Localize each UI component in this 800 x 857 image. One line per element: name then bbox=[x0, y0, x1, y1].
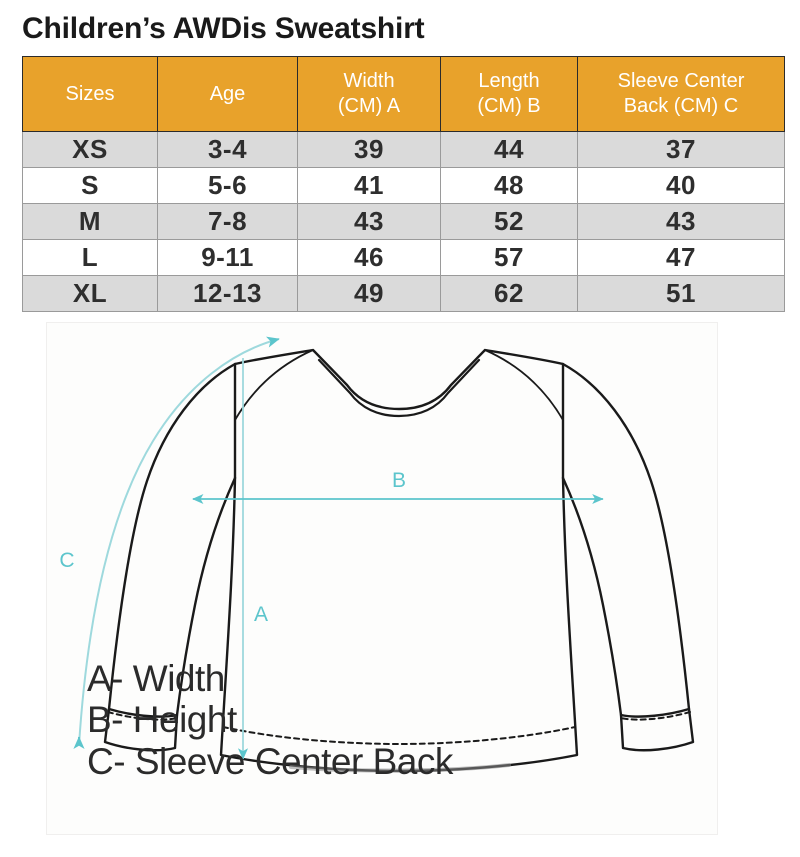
cell-size: M bbox=[22, 203, 158, 240]
left-sleeve-outer-path bbox=[107, 362, 237, 711]
column-header-sleeve-line1: Sleeve Center bbox=[617, 70, 745, 92]
cell-length: 48 bbox=[440, 167, 578, 204]
column-header-sizes: Sizes bbox=[22, 56, 158, 132]
cell-size: S bbox=[22, 167, 158, 204]
table-row: XS 3-4 39 44 37 bbox=[22, 131, 785, 168]
cell-width: 39 bbox=[297, 131, 441, 168]
column-header-sleeve-line2: Back (CM) C bbox=[623, 95, 739, 117]
left-cuff-path bbox=[103, 707, 179, 752]
table-row: XL 12-13 49 62 51 bbox=[22, 275, 785, 312]
column-header-length-line2: (CM) B bbox=[477, 95, 541, 117]
column-header-width: Width (CM) A bbox=[297, 56, 441, 132]
cell-width: 41 bbox=[297, 167, 441, 204]
hem-stitch-path bbox=[222, 726, 576, 746]
column-header-age-line1: Age bbox=[209, 82, 246, 105]
size-chart-table: Sizes Age Width (CM) A Length (CM) B Sle… bbox=[22, 56, 785, 312]
cell-sleeve: 47 bbox=[577, 239, 785, 276]
cell-size: XL bbox=[22, 275, 158, 312]
table-row: S 5-6 41 48 40 bbox=[22, 167, 785, 204]
right-sleeve-outer-path bbox=[561, 362, 691, 711]
measurement-annotations-group: C A B bbox=[59, 336, 604, 760]
cell-age: 12-13 bbox=[157, 275, 298, 312]
column-header-length-line1: Length bbox=[478, 70, 540, 92]
garment-outline-group bbox=[103, 348, 695, 773]
cell-length: 57 bbox=[440, 239, 578, 276]
hem-shadow-path bbox=[289, 763, 511, 773]
cell-sleeve: 37 bbox=[577, 131, 785, 168]
cell-length: 44 bbox=[440, 131, 578, 168]
column-header-width-line1: Width bbox=[343, 70, 395, 92]
column-header-width-line2: (CM) A bbox=[337, 95, 401, 117]
right-shoulder-seam-path bbox=[484, 349, 564, 421]
measure-a-label: A bbox=[254, 603, 268, 626]
cell-age: 7-8 bbox=[157, 203, 298, 240]
cell-length: 62 bbox=[440, 275, 578, 312]
sweatshirt-illustration: C A B bbox=[59, 336, 695, 773]
cell-sleeve: 43 bbox=[577, 203, 785, 240]
measure-b-label: B bbox=[392, 469, 406, 492]
right-sleeve-inner-path bbox=[561, 476, 623, 717]
right-cuff-stitch-path bbox=[620, 711, 691, 721]
cell-width: 43 bbox=[297, 203, 441, 240]
measurement-legend: A- Width B- Height C- Sleeve Center Back bbox=[87, 658, 517, 782]
cell-length: 52 bbox=[440, 203, 578, 240]
left-sleeve-inner-path bbox=[175, 476, 237, 717]
cell-age: 5-6 bbox=[157, 167, 298, 204]
cell-sleeve: 40 bbox=[577, 167, 785, 204]
garment-body-path bbox=[219, 348, 579, 773]
left-shoulder-seam-path bbox=[234, 349, 314, 421]
page-title: Children’s AWDis Sweatshirt bbox=[22, 12, 425, 45]
cell-width: 49 bbox=[297, 275, 441, 312]
column-header-length: Length (CM) B bbox=[440, 56, 578, 132]
cell-width: 46 bbox=[297, 239, 441, 276]
legend-item-c: C- Sleeve Center Back bbox=[87, 740, 453, 782]
right-cuff-path bbox=[619, 707, 695, 752]
table-row: L 9-11 46 57 47 bbox=[22, 239, 785, 276]
legend-item-b: B- Height bbox=[87, 699, 237, 741]
table-row: M 7-8 43 52 43 bbox=[22, 203, 785, 240]
cell-age: 9-11 bbox=[157, 239, 298, 276]
legend-item-a: A- Width bbox=[87, 658, 225, 699]
cell-size: L bbox=[22, 239, 158, 276]
measure-c-label: C bbox=[59, 549, 74, 572]
left-cuff-stitch-path bbox=[107, 711, 178, 721]
cell-age: 3-4 bbox=[157, 131, 298, 168]
cell-sleeve: 51 bbox=[577, 275, 785, 312]
column-header-sizes-line1: Sizes bbox=[65, 82, 115, 105]
measure-c-curve-path bbox=[78, 336, 280, 746]
table-header-row: Sizes Age Width (CM) A Length (CM) B Sle… bbox=[22, 56, 785, 132]
cell-size: XS bbox=[22, 131, 158, 168]
measurement-diagram-panel: C A B A- Width B- Height C- Sleeve Cente… bbox=[46, 322, 718, 835]
collar-rib-path bbox=[317, 358, 481, 418]
column-header-sleeve: Sleeve Center Back (CM) C bbox=[577, 56, 785, 132]
column-header-age: Age bbox=[157, 56, 298, 132]
stitching-group bbox=[107, 711, 691, 746]
